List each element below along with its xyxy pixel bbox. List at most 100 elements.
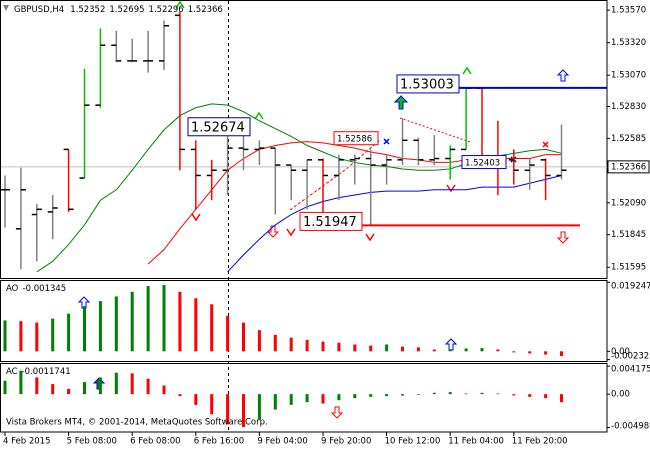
histogram-bar (51, 318, 55, 352)
histogram-bar (464, 348, 468, 352)
histogram-bar (321, 394, 325, 404)
histogram-bar (448, 392, 452, 395)
histogram-bar (19, 321, 23, 352)
histogram-bar (337, 394, 341, 401)
fractal-down-arrows (266, 225, 570, 419)
histogram-bar (353, 344, 357, 352)
histogram-bar (194, 298, 198, 352)
header-value: 1.52352 (70, 5, 105, 15)
histogram-bar (178, 291, 182, 352)
histogram-bar (114, 372, 118, 395)
footer: Vista Brokers MT4, © 2001-2014, MetaQuot… (6, 418, 268, 428)
histogram-bar (257, 330, 261, 352)
x-tick-label: 6 Feb 08:00 (130, 437, 180, 447)
histogram-bar (289, 337, 293, 352)
histogram-bar (432, 392, 436, 395)
x-tick-label: 4 Feb 2015 (3, 437, 51, 447)
histogram-bar (496, 393, 500, 395)
histogram-bar (114, 296, 118, 352)
histogram-bar (560, 351, 563, 356)
histogram-bar (3, 380, 7, 395)
histogram-bar (401, 346, 404, 352)
histogram-bar (496, 349, 500, 352)
x-tick-label: 9 Feb 04:00 (257, 437, 307, 447)
y-tick-label: 1.53320 (611, 38, 646, 48)
histogram-bar (178, 394, 182, 397)
y-tick-label: 0.00 (611, 347, 630, 357)
histogram-bar (162, 284, 166, 352)
trendline (399, 117, 471, 143)
histogram-bar (385, 394, 389, 397)
x-tick-label: 10 Feb 12:00 (385, 437, 441, 447)
histogram-bar (242, 394, 245, 427)
y-tick-label: 1.52090 (611, 198, 646, 208)
y-tick-label: 1.51845 (611, 230, 646, 240)
histogram-bar (83, 306, 86, 352)
symbol: GBPUSD,H4 (14, 5, 64, 15)
y-tick-label: 0.00 (611, 390, 630, 400)
histogram-bar (432, 349, 436, 352)
histogram-bar (289, 394, 293, 405)
histogram-bar (19, 370, 23, 395)
histogram-bar (194, 394, 198, 405)
symbol-icon (3, 5, 9, 11)
header-value: 1.52695 (109, 5, 144, 15)
histogram-bar (130, 373, 134, 395)
histogram-bar (305, 339, 309, 352)
histogram-bar (146, 286, 150, 352)
current-price-label: 1.52366 (611, 162, 646, 172)
x-tick-label: 9 Feb 20:00 (321, 437, 371, 447)
histogram-bar (544, 351, 548, 355)
level-label: 1.52674 (191, 120, 245, 135)
histogram-bar (401, 394, 404, 396)
header-value: 1.52366 (188, 5, 223, 15)
histogram-bar (448, 349, 452, 352)
level-label: 1.51947 (303, 215, 357, 230)
fractal-marks (175, 0, 549, 242)
level-label: 1.52403 (465, 159, 500, 169)
histogram-bar (242, 322, 245, 352)
histogram-bar (98, 301, 102, 352)
x-tick-label: 5 Feb 08:00 (67, 437, 117, 447)
level-label: 1.53003 (400, 77, 454, 92)
x-tick-label: 6 Feb 16:00 (194, 437, 244, 447)
indicator-value: -0.001345 (23, 284, 67, 294)
histogram-bar (560, 394, 563, 403)
histogram-bar (416, 394, 420, 395)
indicator-name: AC (6, 367, 18, 377)
y-tick-label: -0.002325 (611, 352, 650, 362)
y-tick-label: 1.53070 (611, 71, 646, 81)
indicator-value: -0.0011741 (22, 367, 71, 377)
histogram-bar (385, 344, 389, 352)
y-tick-label: 0.004175 (611, 365, 650, 375)
header-value: 1.52296 (149, 5, 184, 15)
level-box (187, 117, 251, 137)
trendline (289, 139, 381, 211)
y-tick-label: -0.004989 (611, 422, 650, 432)
y-tick-label: 1.52585 (611, 134, 646, 144)
histogram-bar (210, 304, 214, 352)
x-tick-label: 11 Feb 04:00 (448, 437, 504, 447)
main-pane (0, 0, 608, 279)
histogram-bar (273, 334, 277, 352)
histogram-bar (544, 394, 548, 399)
histogram-bar (226, 394, 230, 425)
histogram-bar (369, 345, 373, 352)
histogram-bar (464, 393, 468, 395)
histogram-bar (83, 382, 86, 395)
histogram-bar (512, 351, 516, 353)
histogram-bar (416, 347, 420, 352)
histogram-bar (210, 394, 214, 415)
histogram-bar (35, 322, 39, 352)
histogram-bar (337, 342, 341, 352)
histogram-bar (528, 351, 532, 354)
histogram-bar (98, 377, 102, 395)
histogram-bar (480, 348, 484, 352)
level-box (333, 131, 379, 146)
histogram-bar (321, 341, 325, 352)
histogram-bar (226, 315, 230, 352)
histogram-bar (353, 394, 357, 399)
level-box (396, 74, 460, 94)
level-label: 1.52586 (337, 135, 372, 145)
